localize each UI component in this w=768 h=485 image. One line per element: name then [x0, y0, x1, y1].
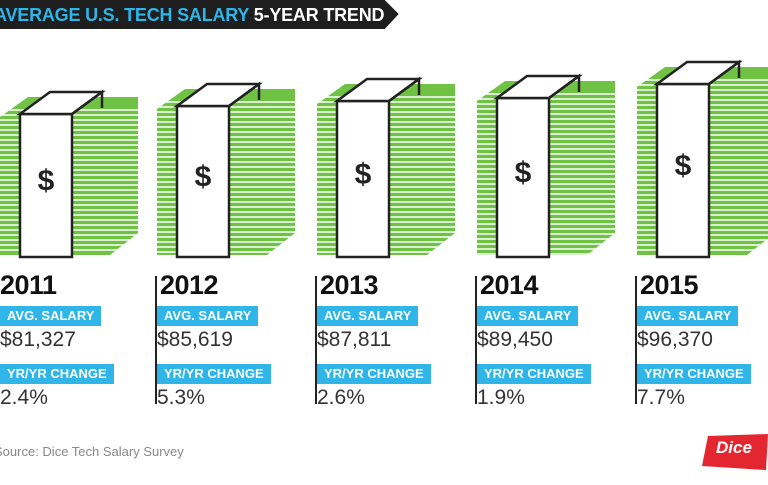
avg-salary-label: AVG. SALARY — [0, 306, 102, 326]
avg-salary-label: AVG. SALARY — [477, 306, 579, 326]
year-column-2011: 2011 AVG. SALARY $81,327 YR/YR CHANGE 2.4% — [0, 270, 138, 410]
year-label: 2014 — [480, 270, 539, 300]
money-stack-2014: $ — [477, 73, 615, 259]
yr-change-label: YR/YR CHANGE — [317, 364, 431, 384]
money-stack-2012: $ — [157, 81, 295, 259]
column-divider — [315, 276, 317, 404]
bill-band-side — [388, 76, 421, 103]
title-main: AVERAGE U.S. TECH SALARY — [0, 5, 249, 25]
avg-salary-label: AVG. SALARY — [317, 306, 419, 326]
avg-salary-label: AVG. SALARY — [157, 306, 259, 326]
yr-change-value: 5.3% — [157, 386, 205, 409]
yr-change-label: YR/YR CHANGE — [637, 364, 751, 384]
money-stacks-chart: $ $ $ $ $ — [0, 59, 768, 259]
avg-salary-value: $96,370 — [637, 328, 713, 351]
avg-salary-value: $85,619 — [157, 328, 233, 351]
year-label: 2012 — [160, 270, 219, 300]
year-label: 2013 — [320, 270, 379, 300]
yr-change-label: YR/YR CHANGE — [157, 364, 271, 384]
money-stack-2015: $ — [637, 59, 768, 259]
source-note: Source: Dice Tech Salary Survey — [0, 444, 184, 459]
avg-salary-value: $87,811 — [317, 328, 392, 351]
year-column-2014: 2014 AVG. SALARY $89,450 YR/YR CHANGE 1.9% — [475, 270, 615, 410]
bill-band: $ — [493, 73, 583, 259]
money-stack-2013: $ — [317, 76, 455, 259]
avg-salary-label: AVG. SALARY — [637, 306, 739, 326]
bill-band-side — [71, 89, 104, 116]
yr-change-label: YR/YR CHANGE — [477, 364, 591, 384]
bill-band-side — [548, 73, 581, 100]
column-divider — [475, 276, 477, 404]
money-stack-2011: $ — [0, 89, 138, 259]
dollar-sign: $ — [195, 161, 212, 194]
title-sub: 5-YEAR TREND — [253, 5, 385, 25]
year-column-2015: 2015 AVG. SALARY $96,370 YR/YR CHANGE 7.7% — [635, 270, 768, 410]
dice-logo — [702, 434, 768, 470]
dollar-sign: $ — [515, 157, 532, 190]
yr-change-value: 7.7% — [637, 386, 685, 409]
yr-change-value: 2.4% — [0, 386, 48, 409]
title-banner-shape — [0, 0, 399, 29]
dollar-sign: $ — [355, 158, 372, 191]
column-divider — [155, 276, 157, 404]
chart-title: AVERAGE U.S. TECH SALARY 5-YEAR TREND — [0, 3, 385, 27]
yr-change-value: 1.9% — [477, 386, 525, 409]
dollar-sign: $ — [675, 150, 692, 183]
dice-logo-text: Dice — [716, 438, 752, 457]
bill-band: $ — [173, 81, 263, 259]
bill-band-side — [228, 81, 261, 108]
yr-change-label: YR/YR CHANGE — [0, 364, 114, 384]
avg-salary-value: $81,327 — [0, 328, 76, 351]
year-column-2013: 2013 AVG. SALARY $87,811 YR/YR CHANGE 2.6% — [315, 270, 455, 410]
year-label: 2015 — [640, 270, 699, 300]
title-banner: AVERAGE U.S. TECH SALARY 5-YEAR TREND — [0, 0, 400, 29]
column-divider — [635, 276, 637, 404]
year-label: 2011 — [0, 270, 57, 300]
avg-salary-value: $89,450 — [477, 328, 553, 351]
bill-band: $ — [16, 89, 106, 259]
bill-band-side — [708, 59, 741, 86]
yr-change-value: 2.6% — [317, 386, 365, 409]
year-column-2012: 2012 AVG. SALARY $85,619 YR/YR CHANGE 5.3% — [155, 270, 295, 410]
dollar-sign: $ — [38, 165, 55, 198]
bill-band: $ — [653, 59, 743, 259]
bill-band: $ — [333, 76, 423, 259]
